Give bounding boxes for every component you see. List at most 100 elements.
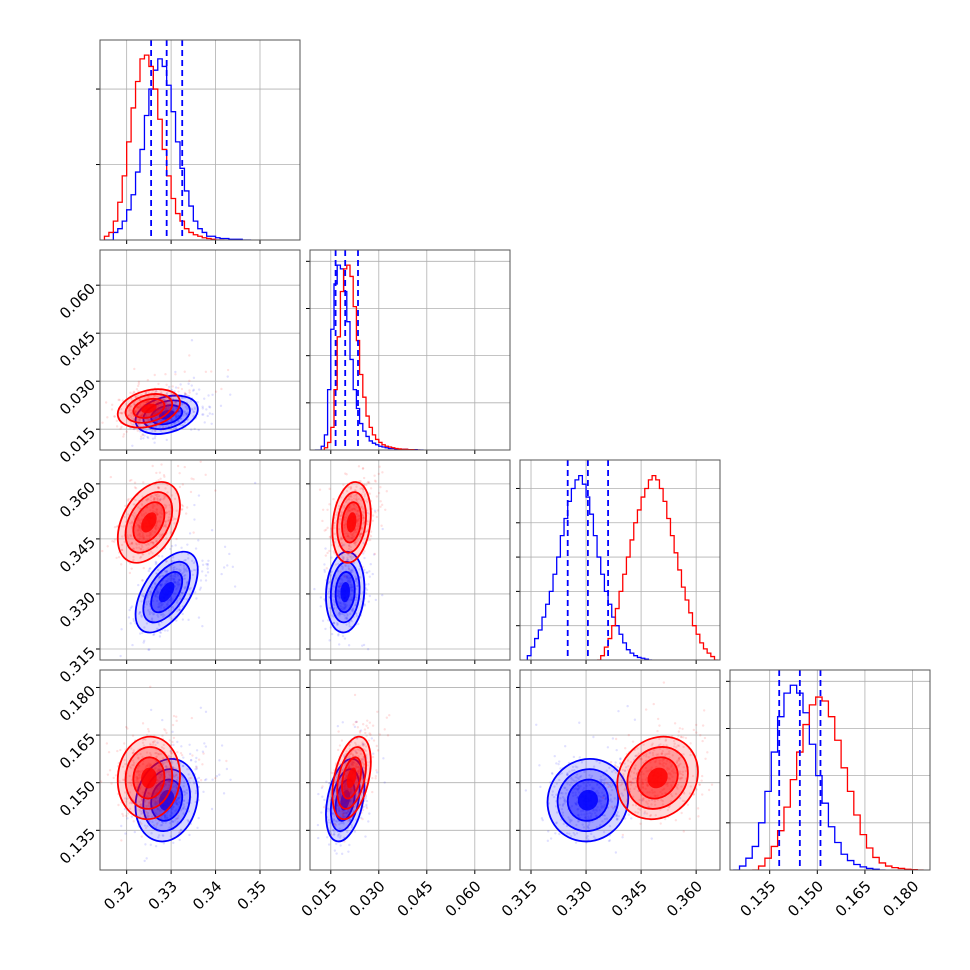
model_b-sample-point xyxy=(138,409,142,412)
model_b-sample-point xyxy=(334,563,338,566)
model_b-sample-point xyxy=(361,808,365,812)
model_a-sample-point xyxy=(348,581,352,584)
model_b-sample-point xyxy=(172,714,176,718)
model_b-sample-point xyxy=(343,840,346,843)
model_b-sample-point xyxy=(355,420,357,422)
model_b-sample-point xyxy=(345,775,348,778)
model_b-sample-point xyxy=(167,403,170,407)
model_b-sample-point xyxy=(156,408,159,412)
model_a-sample-point xyxy=(157,767,160,771)
x-tick-label: 0.35 xyxy=(234,877,270,913)
model_b-sample-point xyxy=(172,791,175,794)
model_b-sample-point xyxy=(144,413,147,416)
model_b-sample-point xyxy=(134,411,137,414)
model_b-sample-point xyxy=(677,765,680,768)
model_b-sample-point xyxy=(360,532,363,535)
model_a-sample-point xyxy=(363,604,367,607)
model_a-sample-point xyxy=(574,802,578,806)
model_b-sample-point xyxy=(345,750,348,753)
model_b-sample-point xyxy=(399,406,401,408)
model_a-sample-point xyxy=(338,791,342,794)
model_a-sample-point xyxy=(577,819,580,823)
model_b-sample-point xyxy=(120,411,123,415)
model_b-sample-point xyxy=(141,433,145,437)
model_a-sample-point xyxy=(586,834,589,838)
model_b-sample-point xyxy=(121,399,125,402)
model_a-sample-point xyxy=(173,581,176,584)
model_a-sample-point xyxy=(194,591,197,594)
model_b-sample-point xyxy=(137,777,140,780)
model_a-sample-point xyxy=(604,797,607,801)
model_b-sample-point xyxy=(149,792,152,795)
model_a-sample-point xyxy=(341,566,345,569)
model_a-sample-point xyxy=(337,585,341,589)
model_a-sample-point xyxy=(613,805,617,808)
model_b-sample-point xyxy=(159,498,162,501)
model_a-sample-point xyxy=(160,775,163,778)
model_b-sample-point xyxy=(375,515,379,519)
model_a-sample-point xyxy=(583,770,586,774)
model_a-sample-point xyxy=(153,582,157,585)
model_b-sample-point xyxy=(666,752,669,756)
model_a-sample-point xyxy=(338,823,341,826)
model_b-sample-point xyxy=(385,716,389,719)
model_b-sample-point xyxy=(119,748,122,752)
model_b-sample-point xyxy=(128,801,132,805)
model_b-sample-point xyxy=(115,525,119,528)
model_a-sample-point xyxy=(185,414,188,417)
model_b-sample-point xyxy=(135,779,139,783)
model_b-sample-point xyxy=(154,429,157,432)
model_b-sample-point xyxy=(175,509,178,512)
model_a-sample-point xyxy=(348,579,352,582)
model_a-sample-point xyxy=(601,820,604,823)
model_a-sample-point xyxy=(338,612,341,615)
model_a-sample-point xyxy=(558,832,561,836)
model_b-sample-point xyxy=(147,801,151,804)
model_a-sample-point xyxy=(169,597,173,600)
model_a-sample-point xyxy=(351,568,354,572)
model_b-sample-point xyxy=(357,769,360,773)
model_b-sample-point xyxy=(149,550,153,553)
x-tick-label: 0.045 xyxy=(394,877,437,920)
model_a-sample-point xyxy=(182,807,185,810)
model_b-sample-point xyxy=(185,403,189,406)
model_b-sample-point xyxy=(154,528,158,531)
model_b-sample-point xyxy=(129,422,133,425)
model_a-sample-point xyxy=(584,816,587,819)
model_a-sample-point xyxy=(131,643,134,647)
model_a-sample-point xyxy=(190,339,194,342)
model_a-sample-point xyxy=(182,805,186,808)
y-tick-label: 0.135 xyxy=(56,825,99,868)
model_a-sample-point xyxy=(574,801,577,805)
model_b-sample-point xyxy=(139,405,143,408)
model_b-sample-point xyxy=(366,520,369,523)
model_a-sample-point xyxy=(180,396,184,400)
model_a-sample-point xyxy=(191,408,194,411)
model_a-sample-point xyxy=(185,598,189,601)
model_b-sample-point xyxy=(351,537,354,540)
model_b-sample-point xyxy=(358,771,361,774)
model_b-sample-point xyxy=(113,538,117,541)
model_b-sample-point xyxy=(153,412,157,415)
model_a-sample-point xyxy=(568,818,571,821)
model_a-sample-point xyxy=(347,565,350,568)
model_a-sample-point xyxy=(581,823,584,826)
model_b-sample-point xyxy=(172,393,175,396)
model_a-sample-point xyxy=(362,541,365,545)
model_b-sample-point xyxy=(653,790,656,794)
model_b-sample-point xyxy=(151,399,154,402)
model_b-sample-point xyxy=(139,528,142,531)
y-tick-label: 0.330 xyxy=(56,588,99,631)
model_a-sample-point xyxy=(151,820,154,824)
model_a-sample-point xyxy=(194,789,198,793)
model_b-sample-point xyxy=(351,763,354,767)
model_a-sample-point xyxy=(354,579,357,582)
model_a-sample-point xyxy=(603,804,606,807)
model_b-sample-point xyxy=(138,764,141,768)
model_a-sample-point xyxy=(570,804,574,808)
model_b-sample-point xyxy=(358,749,361,752)
model_b-sample-point xyxy=(147,792,150,795)
model_b-sample-point xyxy=(154,527,158,530)
model_a-sample-point xyxy=(339,601,342,605)
model_a-sample-point xyxy=(183,793,186,796)
